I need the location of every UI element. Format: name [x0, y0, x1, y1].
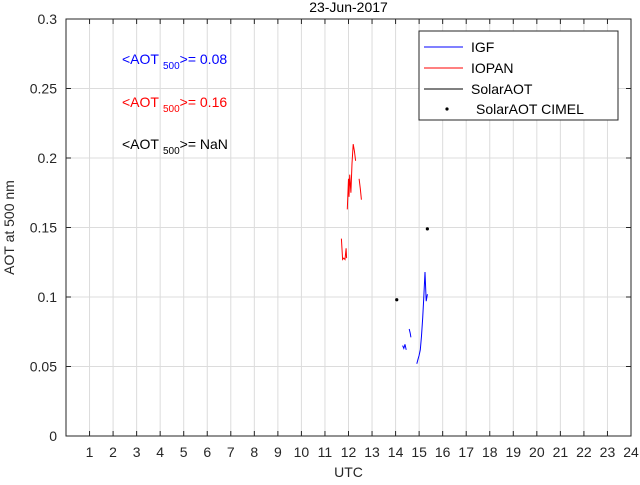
- series-line-igf: [416, 271, 428, 364]
- annotation-value: >= NaN: [180, 136, 228, 152]
- series-line-igf: [402, 344, 407, 350]
- x-tick-label: 10: [294, 444, 310, 460]
- x-tick-label: 4: [156, 444, 164, 460]
- series-line-igf: [408, 328, 412, 338]
- x-tick-label: 11: [318, 444, 333, 460]
- mean-annotation: <AOT 500>= 0.08: [122, 51, 227, 72]
- mean-annotation: <AOT 500>= 0.16: [122, 94, 227, 115]
- x-axis-label: UTC: [334, 464, 363, 480]
- legend: IGF IOPAN SolarAOT SolarAOT CIMEL: [418, 30, 619, 121]
- annotation-value: >= 0.16: [180, 94, 228, 110]
- legend-swatch: [445, 107, 449, 111]
- x-tick-label: 7: [227, 444, 235, 460]
- annotation-subscript: 500: [163, 104, 180, 115]
- x-tick-label: 1: [86, 444, 94, 460]
- y-axis-label: AOT at 500 nm: [1, 180, 17, 275]
- chart-title: 23-Jun-2017: [309, 0, 388, 15]
- x-tick-label: 15: [411, 444, 427, 460]
- y-tick-label: 0.15: [30, 220, 57, 236]
- x-tick-label: 9: [274, 444, 282, 460]
- x-tick-label: 23: [600, 444, 616, 460]
- y-tick-label: 0.2: [38, 150, 58, 166]
- series-line-iopan: [340, 238, 348, 261]
- series-line-iopan: [346, 144, 357, 210]
- mean-annotation: <AOT 500>= NaN: [122, 136, 228, 157]
- annotation-value: >= 0.08: [180, 51, 228, 67]
- mean-annotations: <AOT 500>= 0.08<AOT 500>= 0.16<AOT 500>= Na…: [122, 51, 228, 157]
- y-tick-label: 0.05: [30, 359, 57, 375]
- annotation-prefix: <AOT: [122, 94, 159, 110]
- series-igf: [402, 271, 428, 364]
- x-tick-label: 12: [341, 444, 357, 460]
- x-tick-label: 21: [553, 444, 569, 460]
- data-point-solaraot-cimel: [395, 298, 399, 302]
- x-tick-label: 19: [506, 444, 522, 460]
- legend-box: [418, 30, 619, 121]
- series-solaraot-cimel: [395, 227, 429, 302]
- annotation-subscript: 500: [163, 61, 180, 72]
- x-tick-label: 20: [529, 444, 545, 460]
- x-tick-label: 8: [250, 444, 258, 460]
- y-tick-label: 0: [49, 428, 57, 444]
- x-tick-label: 18: [482, 444, 498, 460]
- y-tick-label: 0.1: [38, 289, 58, 305]
- axis-ticks: 1 2 3 4 5 6 7 8 9 10 11 12 13 14 15 16 17 18 19 20 21 22 23 240…: [30, 11, 639, 460]
- x-tick-label: 22: [576, 444, 592, 460]
- legend-label: IGF: [471, 39, 494, 55]
- annotation-prefix: <AOT: [122, 136, 159, 152]
- x-tick-label: 14: [388, 444, 404, 460]
- series-layer: [340, 144, 429, 364]
- x-tick-label: 5: [180, 444, 188, 460]
- legend-label: SolarAOT: [471, 81, 533, 97]
- series-line-iopan: [358, 178, 362, 200]
- x-tick-label: 6: [203, 444, 211, 460]
- x-tick-label: 3: [133, 444, 141, 460]
- x-tick-label: 2: [109, 444, 117, 460]
- x-tick-label: 16: [435, 444, 451, 460]
- x-tick-label: 17: [458, 444, 474, 460]
- series-iopan: [340, 144, 362, 261]
- y-tick-label: 0.3: [38, 11, 58, 27]
- annotation-subscript: 500: [163, 146, 180, 157]
- annotation-prefix: <AOT: [122, 51, 159, 67]
- data-point-solaraot-cimel: [425, 227, 429, 231]
- x-tick-label: 13: [364, 444, 380, 460]
- legend-label: IOPAN: [471, 60, 514, 76]
- y-tick-label: 0.25: [30, 81, 57, 97]
- x-tick-label: 24: [623, 444, 639, 460]
- legend-label: SolarAOT CIMEL: [476, 101, 584, 117]
